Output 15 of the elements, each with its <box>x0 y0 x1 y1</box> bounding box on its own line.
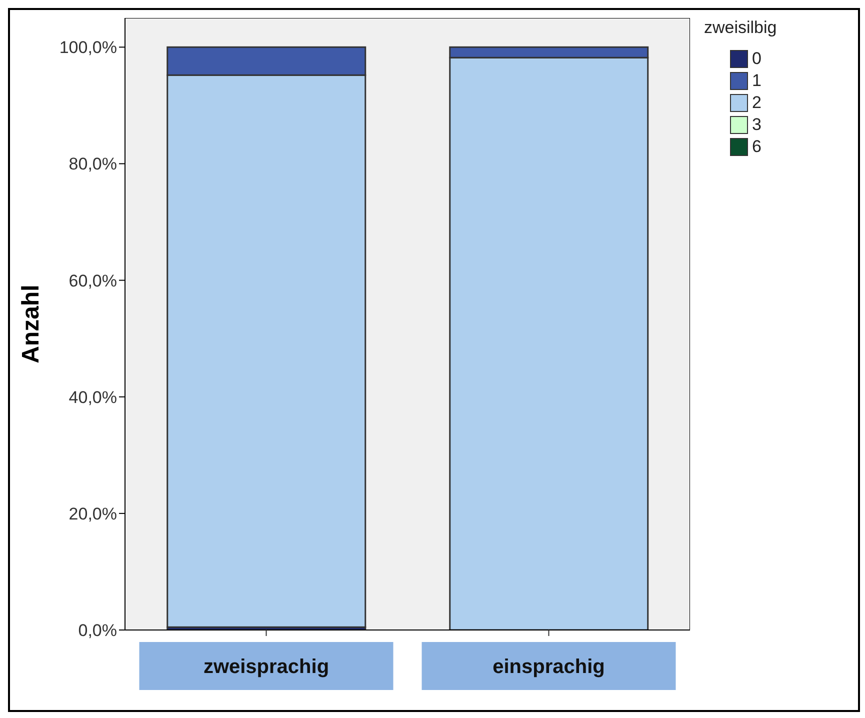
x-tick-label: zweisprachig <box>203 656 330 678</box>
y-tick-label: 100,0% <box>59 38 117 58</box>
y-tick-label: 20,0% <box>68 504 117 524</box>
y-tick-label: 80,0% <box>68 154 117 174</box>
legend-label: 1 <box>752 71 762 91</box>
y-tick-label: 40,0% <box>68 388 117 407</box>
y-tick-label: 60,0% <box>68 271 117 290</box>
x-tick-label: einsprachig <box>492 656 605 678</box>
legend-label: 0 <box>752 49 762 69</box>
y-axis-title: Anzahl <box>18 284 45 364</box>
y-tick-label: 0,0% <box>78 621 117 640</box>
legend-label: 2 <box>752 93 762 113</box>
legend-title: zweisilbig <box>704 18 778 38</box>
legend-label: 3 <box>752 115 762 135</box>
legend-label: 6 <box>752 137 762 157</box>
